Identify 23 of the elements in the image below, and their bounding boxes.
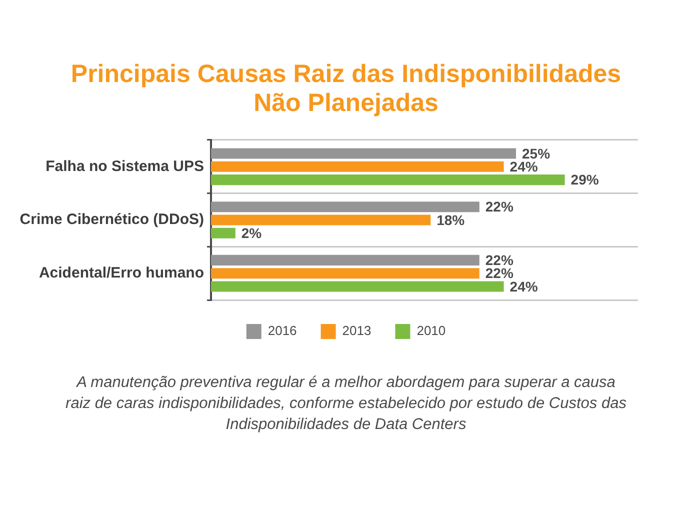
- bar: [211, 254, 480, 266]
- bar: [211, 214, 431, 226]
- y-tick-label: Acidental/Erro humano: [38, 264, 204, 282]
- data-label: 22%: [485, 198, 514, 215]
- data-label: 25%: [522, 145, 551, 162]
- bar: [211, 161, 504, 172]
- bar: [211, 281, 504, 292]
- data-label: 2%: [241, 225, 262, 242]
- bar: [211, 268, 480, 279]
- legend-label: 2013: [342, 323, 372, 338]
- chart-title: Principais Causas Raiz das Indisponibilidades Não Planejadas: [70, 60, 622, 118]
- legend-label: 2016: [268, 323, 297, 338]
- bar: [211, 148, 516, 159]
- y-tick-label: Crime Cibernético (DDoS): [20, 211, 204, 228]
- data-label: 18%: [436, 212, 466, 228]
- text: A manutenção preventiva regular é a melhor abordagem para superar a causa raiz de caras indisponibilidades, conforme estabelecido por estudo de Custos das Indisponibilidades de Data Centers: [64, 373, 628, 435]
- data-label: 24%: [510, 158, 538, 175]
- bar: [211, 228, 236, 238]
- y-tick-label: Falha no Sistema UPS: [46, 158, 204, 175]
- legend-label: 2010: [416, 323, 446, 338]
- bar: [211, 174, 565, 186]
- data-label: 29%: [570, 172, 600, 188]
- bar: [211, 202, 480, 212]
